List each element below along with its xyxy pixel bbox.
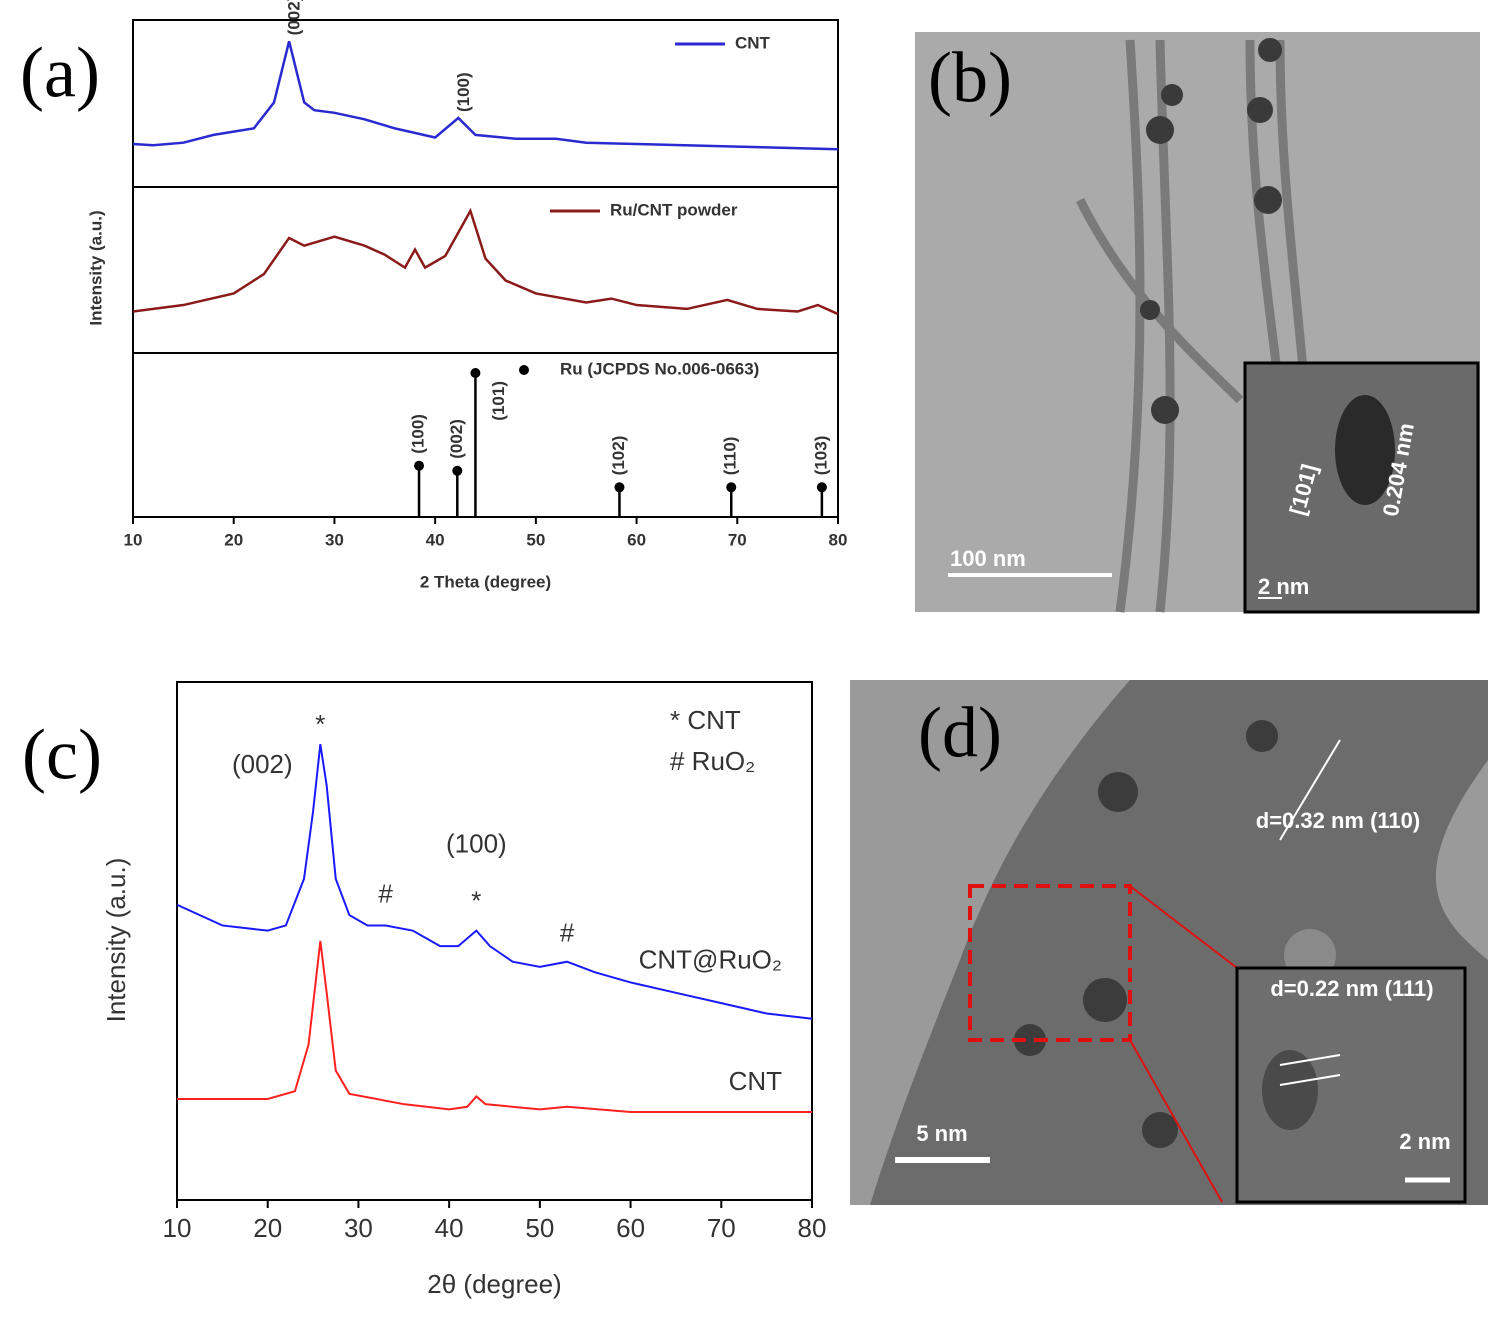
legend-marker xyxy=(519,365,529,375)
peak-label: # xyxy=(560,918,575,948)
panel-label: (b) xyxy=(928,38,1012,118)
subplot-frame xyxy=(132,352,839,518)
stem-marker xyxy=(726,482,737,493)
stem-marker xyxy=(816,482,827,493)
peak-label: * xyxy=(471,886,481,916)
legend-label: Ru (JCPDS No.006-0663) xyxy=(560,359,759,378)
stem-marker xyxy=(614,482,625,493)
zoom-box xyxy=(968,884,1132,1042)
x-tick-label: 30 xyxy=(344,1213,373,1243)
x-tick-label: 30 xyxy=(325,530,344,549)
zoom-line xyxy=(1129,1039,1223,1203)
x-tick-label: 70 xyxy=(707,1213,736,1243)
data-line xyxy=(176,744,813,1020)
peak-label: (002) xyxy=(232,749,293,779)
peak-label: * xyxy=(315,709,325,739)
x-axis-label: 2 Theta (degree) xyxy=(420,572,551,591)
peak-label: (002) xyxy=(285,0,304,35)
x-tick-label: 70 xyxy=(728,530,747,549)
x-tick-label: 20 xyxy=(224,530,243,549)
lattice-marker xyxy=(1279,1074,1341,1086)
x-tick-label: 10 xyxy=(163,1213,192,1243)
peak-label: # xyxy=(378,878,393,908)
nanoparticle xyxy=(1335,395,1395,505)
panel-label: (c) xyxy=(22,715,102,795)
lattice-annotation: d=0.32 nm (110) xyxy=(1256,808,1420,833)
x-tick-label: 40 xyxy=(435,1213,464,1243)
nanoparticle xyxy=(1262,1050,1318,1130)
series-label: CNT xyxy=(729,1066,783,1096)
inset-annotation: d=0.22 nm (111) xyxy=(1270,976,1433,1001)
scale-bar-label: 100 nm xyxy=(950,546,1026,571)
lattice-marker xyxy=(1279,1054,1341,1066)
peak-label: (100) xyxy=(409,414,428,454)
data-line xyxy=(132,40,839,151)
peak-label: (101) xyxy=(489,381,508,421)
x-tick-label: 80 xyxy=(829,530,848,549)
x-tick-label: 50 xyxy=(526,530,545,549)
nanotube xyxy=(1075,39,1325,613)
x-tick-label: 60 xyxy=(616,1213,645,1243)
peak-label: (002) xyxy=(447,419,466,459)
peak-label: (103) xyxy=(811,436,830,476)
x-tick-label: 80 xyxy=(798,1213,827,1243)
data-line xyxy=(132,207,839,316)
stem-marker xyxy=(452,465,463,476)
tem-image-d: d=0.32 nm (110) d=0.22 nm (111) 5 nm 2 n… xyxy=(850,680,1488,1205)
scale-bar-label: 5 nm xyxy=(916,1121,967,1146)
data-line xyxy=(177,940,812,1113)
inset-scale-bar-label: 2 nm xyxy=(1399,1129,1450,1154)
tem-image-b: 100 nm [101] 0.204 nm 2 nm (b) xyxy=(915,32,1480,614)
lattice-marker xyxy=(1279,739,1341,841)
x-axis-label: 2θ (degree) xyxy=(427,1269,561,1299)
legend-label: Ru/CNT powder xyxy=(610,200,738,219)
legend-note: * CNT xyxy=(670,705,741,735)
peak-label: (100) xyxy=(446,829,507,859)
plot-frame xyxy=(176,681,813,1201)
panel-label: (d) xyxy=(918,693,1002,773)
peak-label: (110) xyxy=(721,437,740,476)
inset-scale-bar-label: 2 nm xyxy=(1258,574,1309,599)
y-axis-label: Intensity (a.u.) xyxy=(101,858,131,1023)
stem-marker xyxy=(470,368,481,378)
series-label: CNT@RuO₂ xyxy=(639,945,782,975)
panel-label: (a) xyxy=(20,33,100,113)
peak-label: (100) xyxy=(454,72,473,112)
x-tick-label: 60 xyxy=(627,530,646,549)
zoom-line xyxy=(1129,885,1238,969)
nanoparticles xyxy=(1140,38,1282,424)
nanoparticles xyxy=(1014,720,1278,1148)
x-tick-label: 40 xyxy=(426,530,445,549)
legend-label: CNT xyxy=(735,33,771,52)
peak-label: (102) xyxy=(609,436,628,476)
x-tick-label: 50 xyxy=(525,1213,554,1243)
subplot-frame xyxy=(132,19,839,188)
x-tick-label: 20 xyxy=(253,1213,282,1243)
legend-note: # RuO₂ xyxy=(670,746,755,776)
stem-marker xyxy=(414,460,425,471)
x-tick-label: 10 xyxy=(124,530,143,549)
y-axis-label: Intensity (a.u.) xyxy=(86,210,105,325)
